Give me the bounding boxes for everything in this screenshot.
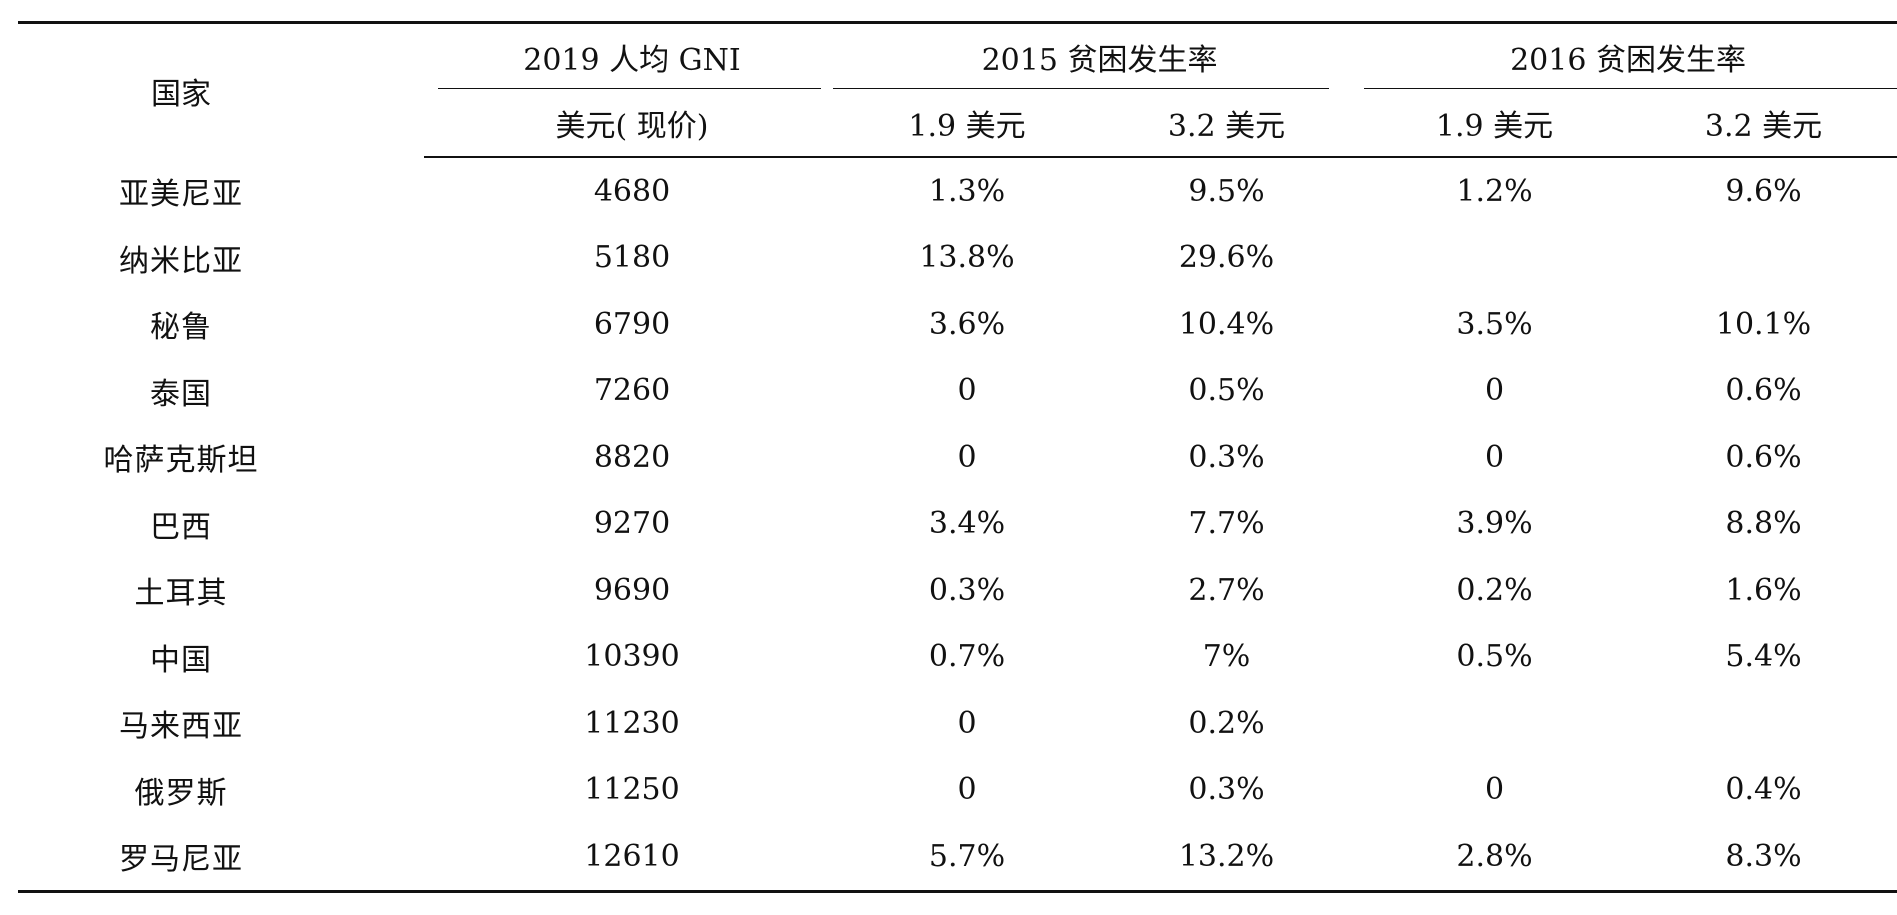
table-row: 秘鲁 6790 3.6% 10.4% 3.5% 10.1% — [18, 291, 1897, 358]
cell-2015-19: 0 — [957, 373, 977, 409]
header-country: 国家 — [18, 21, 424, 157]
cell-gni: 7260 — [593, 373, 671, 409]
header-2016-19: 1.9 美元 — [1359, 90, 1631, 158]
cell-gni: 12610 — [424, 823, 840, 893]
gni-group-rule — [438, 88, 821, 89]
cell-2015-19: 3.4% — [928, 506, 1006, 542]
cell-2016-19: 0 — [1484, 373, 1505, 409]
cell-2016-32: 0.6% — [1725, 373, 1802, 409]
cell-2015-19: 0 — [957, 439, 977, 475]
cell-2015-19: 5.7% — [840, 823, 1094, 893]
cell-2015-32: 0.5% — [1188, 373, 1265, 409]
cell-country: 亚美尼亚 — [119, 176, 243, 212]
cell-gni: 8820 — [593, 439, 671, 475]
cell-gni: 9270 — [593, 506, 671, 542]
cell-2016-19: 0 — [1484, 772, 1505, 808]
2016-group-rule — [1364, 88, 1897, 89]
cell-2015-19: 0.7% — [928, 639, 1006, 675]
cell-2015-32: 2.7% — [1188, 572, 1265, 608]
header-2015-19: 1.9 美元 — [840, 90, 1094, 158]
cell-2016-32: 8.8% — [1725, 506, 1802, 542]
cell-2015-32: 0.3% — [1188, 439, 1265, 475]
header-row-1: 国家 2019 人均 GNI 2015 贫困发生率 2016 贫困发生率 — [18, 21, 1897, 157]
cell-country: 中国 — [150, 642, 212, 678]
header-2015-32: 3.2 美元 — [1094, 90, 1360, 158]
2015-group-rule — [833, 88, 1329, 89]
table-row: 哈萨克斯坦 8820 0 0.3% 0 0.6% — [18, 424, 1897, 491]
table-row: 土耳其 9690 0.3% 2.7% 0.2% 1.6% — [18, 557, 1897, 624]
cell-gni: 10390 — [584, 639, 680, 675]
cell-country: 秘鲁 — [150, 310, 212, 346]
cell-2015-32: 0.2% — [1188, 705, 1265, 741]
cell-2016-32: 5.4% — [1725, 639, 1802, 675]
cell-2016-19: 0.5% — [1456, 639, 1533, 675]
table-row: 亚美尼亚 4680 1.3% 9.5% 1.2% 9.6% — [18, 157, 1897, 225]
cell-2015-19: 3.6% — [928, 306, 1006, 342]
table-row: 泰国 7260 0 0.5% 0 0.6% — [18, 358, 1897, 425]
cell-2016-19: 1.2% — [1456, 173, 1533, 209]
cell-2016-32: 1.6% — [1725, 572, 1802, 608]
cell-country: 泰国 — [150, 376, 212, 412]
cell-2016-32: 10.1% — [1715, 306, 1812, 342]
poverty-gni-table: 国家 2019 人均 GNI 2015 贫困发生率 2016 贫困发生率 美元(… — [18, 21, 1897, 893]
cell-country: 马来西亚 — [119, 709, 243, 745]
cell-gni: 4680 — [593, 173, 671, 209]
cell-2016-32 — [1630, 690, 1897, 757]
cell-2016-19 — [1359, 690, 1630, 757]
cell-2016-32: 0.4% — [1725, 772, 1802, 808]
table-row: 俄罗斯 11250 0 0.3% 0 0.4% — [18, 757, 1897, 824]
cell-country: 俄罗斯 — [134, 775, 228, 811]
cell-country: 罗马尼亚 — [18, 823, 424, 893]
cell-country: 巴西 — [150, 509, 212, 545]
header-2016-32: 3.2 美元 — [1630, 90, 1897, 158]
data-table-container: 国家 2019 人均 GNI 2015 贫困发生率 2016 贫困发生率 美元(… — [18, 21, 1897, 893]
cell-2015-19: 0 — [957, 705, 977, 741]
table-row: 马来西亚 11230 0 0.2% — [18, 690, 1897, 757]
cell-2016-19: 0 — [1484, 439, 1505, 475]
cell-2016-19: 3.9% — [1456, 506, 1533, 542]
cell-2015-32: 10.4% — [1178, 306, 1275, 342]
table-row: 纳米比亚 5180 13.8% 29.6% — [18, 225, 1897, 292]
table-row: 巴西 9270 3.4% 7.7% 3.9% 8.8% — [18, 491, 1897, 558]
cell-gni: 6790 — [593, 306, 671, 342]
table-row: 中国 10390 0.7% 7% 0.5% 5.4% — [18, 624, 1897, 691]
cell-country: 土耳其 — [134, 576, 228, 612]
header-gni-group: 2019 人均 GNI — [424, 21, 840, 90]
cell-2016-32 — [1630, 225, 1897, 292]
cell-2016-19 — [1359, 225, 1630, 292]
cell-2015-19: 0.3% — [928, 572, 1006, 608]
cell-2016-32: 9.6% — [1725, 173, 1802, 209]
cell-country: 纳米比亚 — [119, 243, 243, 279]
cell-2015-32: 7% — [1202, 639, 1251, 675]
cell-gni: 11230 — [584, 705, 680, 741]
cell-2016-32: 8.3% — [1630, 823, 1897, 893]
cell-2015-32: 9.5% — [1188, 173, 1265, 209]
cell-2016-19: 0.2% — [1456, 572, 1533, 608]
header-gni-unit: 美元( 现价) — [424, 90, 840, 158]
cell-gni: 9690 — [593, 572, 671, 608]
header-row-2: 美元( 现价) 1.9 美元 3.2 美元 1.9 美元 3.2 美元 — [18, 90, 1897, 158]
table-row: 罗马尼亚 12610 5.7% 13.2% 2.8% 8.3% — [18, 823, 1897, 893]
cell-2015-32: 29.6% — [1178, 240, 1275, 276]
header-2016-group: 2016 贫困发生率 — [1359, 21, 1897, 90]
cell-gni: 5180 — [593, 240, 671, 276]
cell-2015-32: 0.3% — [1188, 772, 1265, 808]
cell-2016-19: 3.5% — [1456, 306, 1533, 342]
cell-country: 哈萨克斯坦 — [103, 443, 259, 479]
header-2015-group: 2015 贫困发生率 — [840, 21, 1360, 90]
cell-2015-19: 1.3% — [928, 173, 1006, 209]
table-body: 亚美尼亚 4680 1.3% 9.5% 1.2% 9.6% 纳米比亚 5180 13.8% 29.… — [18, 157, 1897, 893]
table-header: 国家 2019 人均 GNI 2015 贫困发生率 2016 贫困发生率 美元(… — [18, 21, 1897, 158]
cell-2015-19: 0 — [957, 772, 977, 808]
cell-2016-32: 0.6% — [1725, 439, 1802, 475]
cell-2015-19: 13.8% — [919, 240, 1015, 276]
cell-2016-19: 2.8% — [1359, 823, 1631, 893]
cell-2015-32: 7.7% — [1188, 506, 1265, 542]
cell-2015-32: 13.2% — [1094, 823, 1360, 893]
cell-gni: 11250 — [584, 772, 680, 808]
